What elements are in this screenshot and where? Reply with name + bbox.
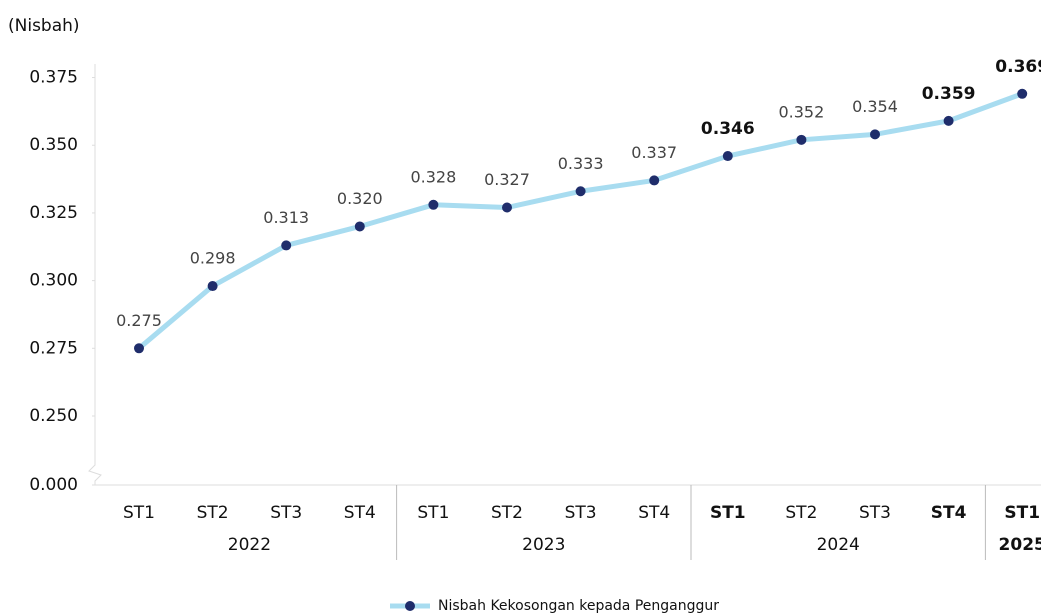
data-label: 0.337 xyxy=(631,143,677,162)
data-label: 0.333 xyxy=(558,154,604,173)
point xyxy=(502,202,512,213)
x-tick-label: ST4 xyxy=(344,503,376,523)
point xyxy=(943,115,954,126)
point xyxy=(870,129,880,140)
data-label: 0.352 xyxy=(778,102,824,121)
x-tick-label: ST4 xyxy=(638,503,670,523)
point xyxy=(354,221,365,232)
data-label: 0.359 xyxy=(922,84,976,104)
x-tick-label: ST4 xyxy=(931,503,967,523)
x-tick-label: ST3 xyxy=(270,503,302,523)
x-tick-label: ST3 xyxy=(859,503,891,523)
point xyxy=(649,175,660,186)
y-tick-label: 0.250 xyxy=(29,406,78,426)
y-tick-label: 0.300 xyxy=(29,271,78,291)
x-tick-label: ST3 xyxy=(565,503,597,523)
point xyxy=(1017,88,1028,99)
y-tick-label: 0.325 xyxy=(29,203,78,223)
x-group-label: 2025 xyxy=(999,535,1041,555)
point xyxy=(722,151,733,162)
x-group-label: 2022 xyxy=(228,535,271,555)
y-tick-label: 0.350 xyxy=(29,135,78,155)
x-tick-label: ST1 xyxy=(710,503,746,523)
point xyxy=(281,240,292,251)
legend-label: Nisbah Kekosongan kepada Penganggur xyxy=(438,598,719,614)
point xyxy=(207,281,218,292)
y-tick-label: 0.275 xyxy=(29,338,78,358)
x-tick-label: ST2 xyxy=(785,503,817,523)
data-label: 0.313 xyxy=(263,208,309,227)
x-tick-label: ST1 xyxy=(123,503,155,523)
data-label: 0.275 xyxy=(116,311,162,330)
x-tick-label: ST2 xyxy=(197,503,229,523)
x-group-label: 2024 xyxy=(817,535,860,555)
x-tick-label: ST1 xyxy=(417,503,449,523)
point xyxy=(428,199,439,210)
y-axis xyxy=(88,64,102,485)
data-label: 0.328 xyxy=(410,167,456,186)
x-group-label: 2023 xyxy=(522,535,565,555)
data-label: 0.354 xyxy=(852,97,898,116)
point xyxy=(796,134,807,145)
x-tick-label: ST1 xyxy=(1004,503,1040,523)
y-tick-label: 0.000 xyxy=(29,475,78,495)
y-axis-label: (Nisbah) xyxy=(8,16,80,36)
point xyxy=(134,343,144,354)
y-tick-label: 0.375 xyxy=(29,68,78,88)
data-label: 0.327 xyxy=(484,170,530,189)
x-tick-label: ST2 xyxy=(491,503,523,523)
data-label: 0.369 xyxy=(995,57,1041,77)
data-label: 0.298 xyxy=(190,249,236,268)
data-label: 0.346 xyxy=(701,119,755,139)
point xyxy=(575,186,586,197)
data-label: 0.320 xyxy=(337,189,383,208)
legend-marker xyxy=(405,601,415,611)
